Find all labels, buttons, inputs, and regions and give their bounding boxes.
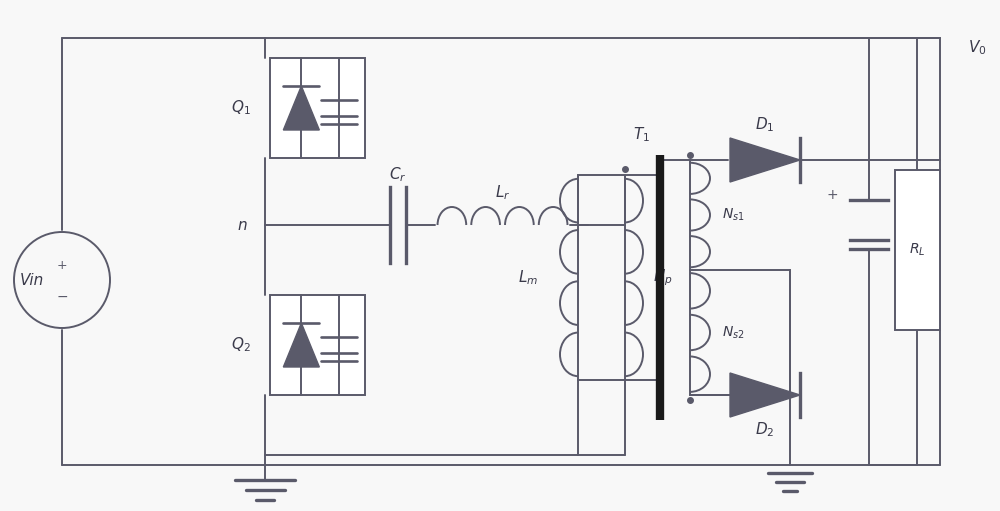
Text: +: +	[57, 259, 67, 272]
Text: D$_2$: D$_2$	[755, 421, 775, 439]
Text: −: −	[56, 290, 68, 304]
Bar	[895, 170, 940, 330]
Text: Vin: Vin	[20, 272, 44, 288]
Text: L$_r$: L$_r$	[495, 183, 510, 202]
Text: R$_L$: R$_L$	[909, 242, 926, 258]
Text: D$_1$: D$_1$	[755, 115, 775, 134]
Bar	[270, 295, 365, 395]
Text: +: +	[826, 188, 838, 202]
Bar	[270, 58, 365, 158]
Text: N$_{s2}$: N$_{s2}$	[722, 324, 745, 341]
Text: L$_m$: L$_m$	[518, 268, 538, 287]
Text: C$_r$: C$_r$	[389, 166, 407, 184]
Text: Q$_1$: Q$_1$	[231, 99, 251, 118]
Text: n: n	[237, 218, 247, 233]
Text: T$_1$: T$_1$	[633, 126, 650, 144]
Polygon shape	[730, 373, 800, 417]
Polygon shape	[283, 323, 319, 367]
Polygon shape	[283, 86, 319, 130]
Text: V$_0$: V$_0$	[968, 39, 987, 57]
Text: Q$_2$: Q$_2$	[231, 336, 251, 354]
Text: N$_p$: N$_p$	[653, 267, 673, 288]
Polygon shape	[730, 138, 800, 182]
Text: N$_{s1}$: N$_{s1}$	[722, 207, 745, 223]
